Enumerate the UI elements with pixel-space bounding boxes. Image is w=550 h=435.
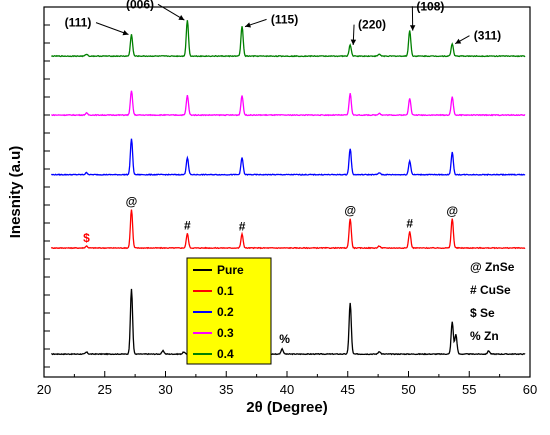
y-axis-label: Inesnity (a.u) [7, 146, 24, 239]
plane-label: (311) [474, 29, 501, 43]
series-line-0-4 [51, 20, 526, 58]
phase-marker: % [279, 332, 290, 346]
plane-arrowhead [455, 38, 462, 44]
plane-label: (111) [65, 16, 92, 30]
x-tick-label: 55 [462, 382, 476, 397]
phase-marker: $ [83, 231, 90, 245]
phase-key-entry: @ ZnSe [470, 260, 515, 274]
legend-entries: Pure 0.1 0.2 0.3 0.4 [193, 263, 244, 361]
plane-arrowhead [409, 25, 416, 31]
x-tick-label: 45 [341, 382, 355, 397]
phase-marker: @ [344, 204, 356, 218]
phase-key-entry: # CuSe [470, 283, 511, 297]
legend-label: 0.1 [217, 284, 234, 298]
plot-frame [43, 6, 531, 378]
series-line-pure [51, 288, 526, 356]
plane-label: (115) [271, 12, 298, 26]
phase-key-entry: % Zn [470, 329, 499, 343]
legend-label: 0.2 [217, 305, 234, 319]
plane-arrowhead [245, 22, 251, 28]
plane-arrowhead [350, 39, 357, 45]
phase-marker: @ [446, 204, 458, 218]
phase-marker: @ [126, 194, 138, 208]
x-tick-label: 25 [98, 382, 112, 397]
series-line-0-3 [51, 90, 526, 117]
plane-label: (006) [126, 0, 154, 11]
plane-arrowhead [122, 30, 129, 36]
series-line-0-1 [50, 209, 526, 250]
plane-label: (220) [358, 18, 386, 32]
x-axis-ticks: 20 25 30 35 40 45 50 55 60 [37, 371, 537, 397]
legend: Pure 0.1 0.2 0.3 0.4 [186, 257, 272, 365]
legend-label: 0.4 [217, 347, 234, 361]
x-tick-label: 40 [280, 382, 294, 397]
x-axis-label: 2θ (Degree) [246, 399, 327, 416]
phase-key: @ ZnSe # CuSe $ Se % Zn [470, 260, 515, 343]
series-layer [50, 20, 526, 356]
annotation-layer: (111) (006) (115) (220) (108) (311) $ @ # # @ # @% [65, 0, 501, 346]
legend-label: Pure [217, 263, 244, 277]
phase-marker: # [406, 217, 413, 231]
legend-label: 0.3 [217, 326, 234, 340]
phase-marker: # [239, 219, 246, 233]
phase-key-entry: $ Se [470, 306, 495, 320]
plane-arrow [95, 22, 129, 35]
plane-label: (108) [416, 0, 444, 13]
x-tick-label: 35 [219, 382, 233, 397]
phase-marker: # [184, 219, 191, 233]
y-axis-ticks [44, 24, 50, 368]
x-tick-label: 30 [158, 382, 172, 397]
x-tick-label: 20 [37, 382, 51, 397]
x-tick-label: 60 [523, 382, 537, 397]
plane-arrowhead [178, 15, 185, 21]
x-tick-label: 50 [401, 382, 415, 397]
series-line-0-2 [50, 138, 526, 177]
